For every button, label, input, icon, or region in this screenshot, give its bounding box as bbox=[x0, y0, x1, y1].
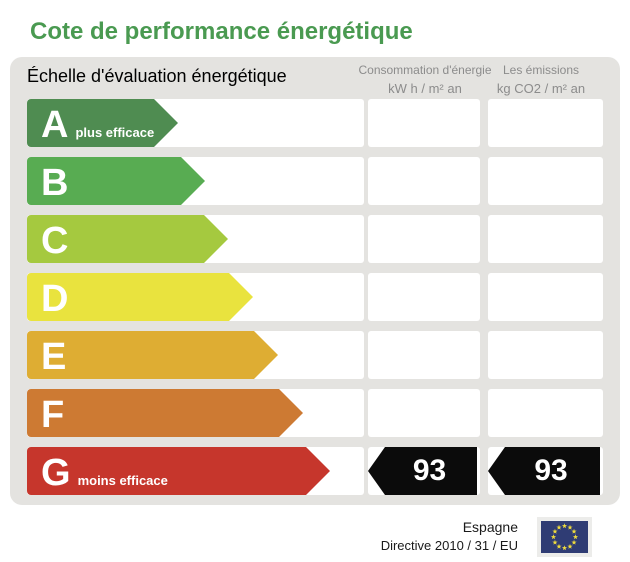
consumption-cell bbox=[368, 99, 480, 147]
rating-letter: F bbox=[41, 394, 65, 436]
rating-row-a: A plus efficace bbox=[10, 99, 620, 147]
emissions-column-title: Les émissions bbox=[502, 63, 580, 77]
rating-row-b: B bbox=[10, 157, 620, 205]
scale-heading: Échelle d'évaluation énergétique bbox=[27, 66, 287, 86]
rating-rows: A plus efficace B C D bbox=[10, 57, 620, 505]
rating-bar-track: G moins efficace bbox=[27, 447, 364, 495]
emissions-cell bbox=[488, 157, 603, 205]
rating-bar: C bbox=[27, 215, 228, 263]
rating-letter: E bbox=[41, 336, 67, 378]
consumption-cell bbox=[368, 215, 480, 263]
emissions-cell bbox=[488, 273, 603, 321]
rating-row-d: D bbox=[10, 273, 620, 321]
emissions-cell bbox=[488, 99, 603, 147]
rating-letter: A bbox=[41, 104, 69, 146]
consumption-column-title: Consommation d'énergie bbox=[358, 63, 492, 77]
rating-letter: D bbox=[41, 278, 69, 320]
footer-text: Espagne Directive 2010 / 31 / EU bbox=[381, 518, 518, 555]
emissions-column-header: Les émissions kg CO2 / m² an bbox=[476, 62, 606, 98]
emissions-column-unit: kg CO2 / m² an bbox=[496, 81, 586, 96]
directive-label: Directive 2010 / 31 / EU bbox=[380, 538, 518, 553]
emissions-cell: 93 bbox=[488, 447, 603, 495]
rating-note: plus efficace bbox=[75, 125, 155, 140]
rating-bar: E bbox=[27, 331, 278, 379]
value-arrow: 93 bbox=[368, 447, 477, 495]
rating-letter: G bbox=[41, 452, 71, 494]
value-text: 93 bbox=[534, 454, 568, 487]
rating-bar-track: E bbox=[27, 331, 364, 379]
rating-row-e: E bbox=[10, 331, 620, 379]
emissions-cell bbox=[488, 389, 603, 437]
consumption-column-unit: kW h / m² an bbox=[388, 81, 462, 96]
emissions-cell bbox=[488, 215, 603, 263]
consumption-cell bbox=[368, 157, 480, 205]
rating-bar: D bbox=[27, 273, 253, 321]
rating-bar-track: C bbox=[27, 215, 364, 263]
rating-row-f: F bbox=[10, 389, 620, 437]
value-arrow: 93 bbox=[488, 447, 600, 495]
rating-bar-track: F bbox=[27, 389, 364, 437]
page-title: Cote de performance énergétique bbox=[30, 18, 413, 45]
rating-bar: G moins efficace bbox=[27, 447, 330, 495]
country-label: Espagne bbox=[462, 519, 518, 535]
rating-bar: F bbox=[27, 389, 303, 437]
rating-bar-track: A plus efficace bbox=[27, 99, 364, 147]
rating-row-g: G moins efficace 93 93 bbox=[10, 447, 620, 495]
consumption-cell: 93 bbox=[368, 447, 480, 495]
consumption-cell bbox=[368, 331, 480, 379]
rating-note: moins efficace bbox=[77, 473, 168, 488]
consumption-cell bbox=[368, 389, 480, 437]
rating-letter: C bbox=[41, 220, 69, 262]
rating-bar-track: B bbox=[27, 157, 364, 205]
rating-panel: Échelle d'évaluation énergétique Consomm… bbox=[10, 57, 620, 505]
rating-bar: B bbox=[27, 157, 205, 205]
rating-bar-track: D bbox=[27, 273, 364, 321]
consumption-cell bbox=[368, 273, 480, 321]
rating-letter: B bbox=[41, 162, 69, 204]
emissions-cell bbox=[488, 331, 603, 379]
consumption-column-header: Consommation d'énergie kW h / m² an bbox=[355, 62, 495, 98]
rating-row-c: C bbox=[10, 215, 620, 263]
rating-bar: A plus efficace bbox=[27, 99, 178, 147]
value-text: 93 bbox=[412, 454, 447, 487]
eu-flag-icon bbox=[537, 517, 592, 557]
